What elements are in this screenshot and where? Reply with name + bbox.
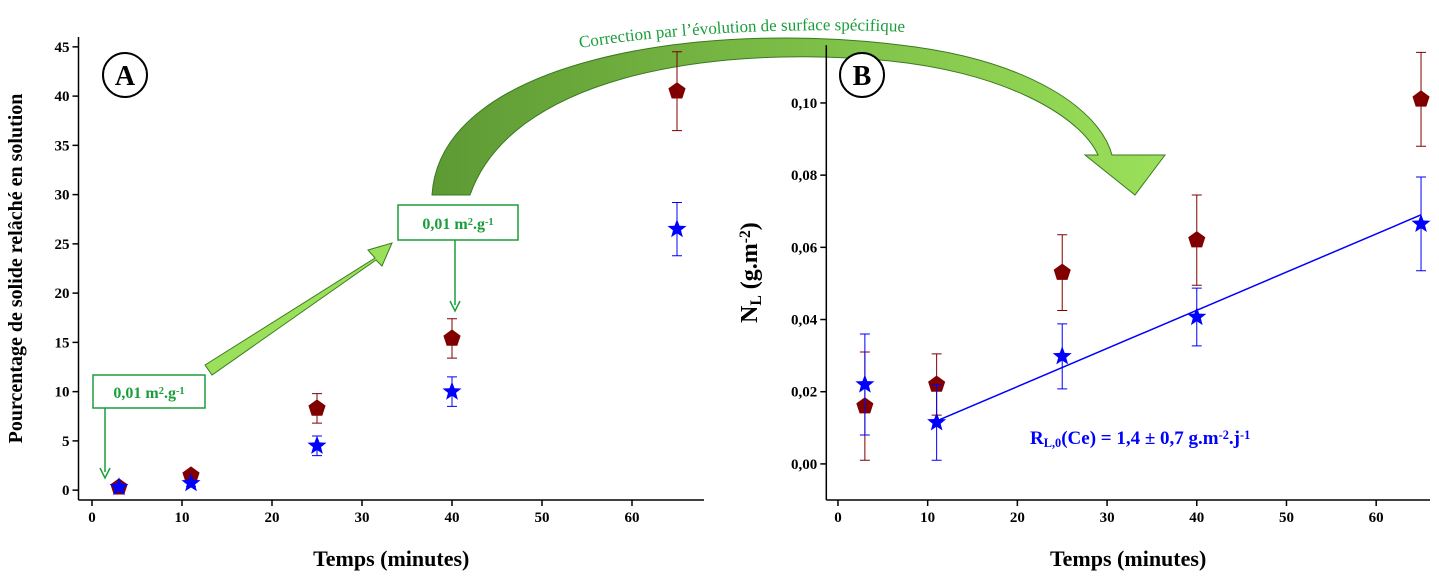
x-tick-label: 20 xyxy=(1010,510,1025,526)
pentagon-point xyxy=(308,399,326,416)
text-part: .g xyxy=(164,385,176,402)
x-tick-label: 50 xyxy=(1279,510,1294,526)
pentagon-point xyxy=(928,375,946,392)
superscript: 2 xyxy=(159,386,164,397)
y-tick-label: 5 xyxy=(62,434,70,450)
x-tick-label: 0 xyxy=(834,510,842,526)
box-1-label: 0,01 m2.g-1 xyxy=(113,385,184,402)
pentagon-point xyxy=(443,329,461,346)
y-tick-label: 0,06 xyxy=(791,240,818,256)
x-tick-label: 40 xyxy=(1189,510,1204,526)
y-tick-label: 35 xyxy=(55,138,70,154)
superscript: 2 xyxy=(468,217,473,228)
star-point xyxy=(109,477,129,496)
text-part: Pourcentage de solide relâché en solutio… xyxy=(5,94,27,444)
panel-label: A xyxy=(115,61,136,92)
text-part: 0,01 m xyxy=(422,216,468,233)
x-axis-label: Temps (minutes) xyxy=(313,546,469,571)
panel-label: B xyxy=(853,61,872,92)
x-tick-label: 10 xyxy=(920,510,935,526)
text-part: Temps (minutes) xyxy=(1050,546,1206,571)
y-axis-label: NL (g.m-2) xyxy=(737,222,765,323)
text-part: Temps (minutes) xyxy=(313,546,469,571)
star-point xyxy=(181,473,201,492)
x-tick-label: 60 xyxy=(625,510,640,526)
x-tick-label: 10 xyxy=(175,510,190,526)
y-tick-label: 0,08 xyxy=(791,168,817,184)
text-part: N xyxy=(737,305,763,323)
x-tick-label: 0 xyxy=(88,510,96,526)
star-point xyxy=(855,374,875,393)
rate-annotation: RL,0(Ce) = 1,4 ± 0,7 g.m-2.j-1 xyxy=(1030,428,1250,450)
text-part: .j xyxy=(1229,428,1240,449)
text-part: 0,01 m xyxy=(113,385,159,402)
straight-arrow xyxy=(204,242,393,376)
text-part: ) xyxy=(737,222,763,230)
text-part: (g.m xyxy=(737,243,763,295)
superscript: -2 xyxy=(737,230,754,243)
star-point xyxy=(1052,346,1072,365)
y-tick-label: 30 xyxy=(55,188,70,204)
subscript: L,0 xyxy=(1044,436,1062,450)
y-tick-label: 40 xyxy=(55,89,70,105)
curved-arrow xyxy=(431,37,1166,196)
text-part: (Ce) = 1,4 ± 0,7 g.m xyxy=(1061,428,1219,449)
y-tick-label: 0,04 xyxy=(791,313,818,329)
box-2-label: 0,01 m2.g-1 xyxy=(422,216,493,233)
superscript: -1 xyxy=(485,217,494,228)
star-point xyxy=(307,435,327,454)
y-tick-label: 0,02 xyxy=(791,385,817,401)
panel-circle xyxy=(839,52,885,98)
y-tick-label: 45 xyxy=(55,40,70,56)
text-part: R xyxy=(1030,428,1044,449)
x-axis-label: Temps (minutes) xyxy=(1050,546,1206,571)
y-tick-label: 0,00 xyxy=(791,457,817,473)
x-tick-label: 50 xyxy=(535,510,550,526)
x-tick-label: 60 xyxy=(1369,510,1384,526)
superscript: -1 xyxy=(1240,428,1250,442)
y-tick-label: 15 xyxy=(55,335,70,351)
superscript: -1 xyxy=(176,386,185,397)
x-tick-label: 40 xyxy=(445,510,460,526)
text-part: .g xyxy=(473,216,485,233)
star-point xyxy=(927,412,947,431)
box-2 xyxy=(397,204,519,241)
star-point xyxy=(1411,213,1431,232)
pentagon-point xyxy=(1188,231,1206,248)
star-point xyxy=(667,219,687,238)
fit-line xyxy=(936,214,1422,422)
y-tick-label: 10 xyxy=(55,385,70,401)
panel-circle xyxy=(102,52,148,98)
y-axis-label: Pourcentage de solide relâché en solutio… xyxy=(5,94,27,444)
y-tick-label: 20 xyxy=(55,286,70,302)
star-point xyxy=(1187,307,1207,326)
x-tick-label: 30 xyxy=(355,510,370,526)
box-1-arrowhead xyxy=(99,467,111,480)
pentagon-point xyxy=(1412,90,1430,107)
subscript: L xyxy=(748,295,765,305)
x-tick-label: 20 xyxy=(265,510,280,526)
x-tick-label: 30 xyxy=(1100,510,1115,526)
pentagon-point xyxy=(1053,263,1071,280)
superscript: -2 xyxy=(1219,428,1229,442)
y-tick-label: 0 xyxy=(62,483,70,499)
box-2-arrowhead xyxy=(449,300,461,313)
pentagon-point xyxy=(668,82,686,99)
box-1 xyxy=(92,374,206,409)
star-point xyxy=(442,381,462,400)
y-tick-label: 25 xyxy=(55,237,70,253)
y-tick-label: 0,10 xyxy=(791,96,817,112)
